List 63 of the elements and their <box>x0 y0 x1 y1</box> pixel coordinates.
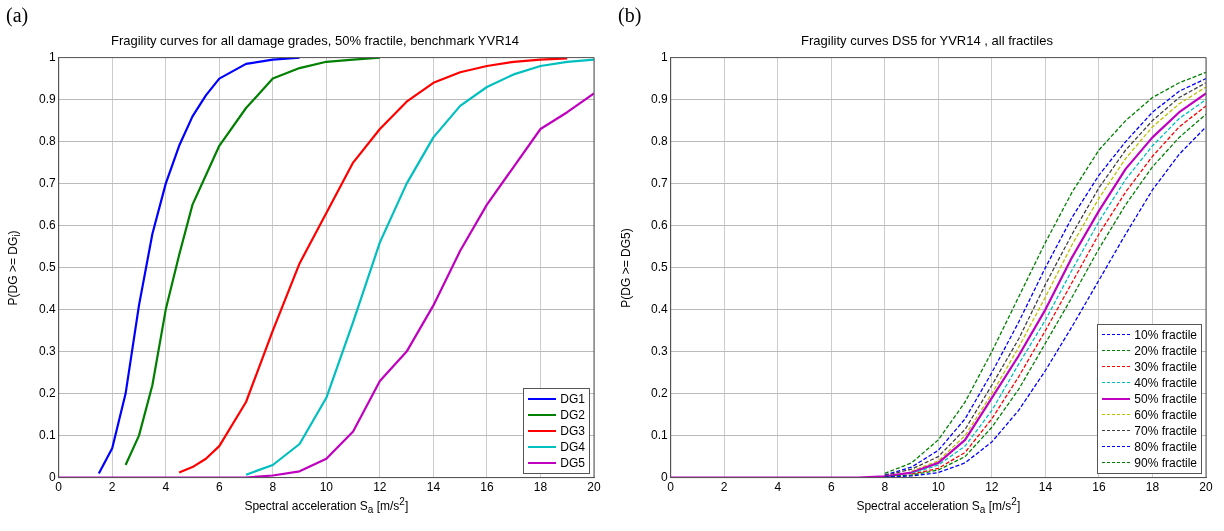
x-tick-label: 10 <box>319 480 334 495</box>
legend-label: 30% fractile <box>1134 359 1197 374</box>
y-tick-label: 0.7 <box>38 175 56 190</box>
y-tick-label: 0 <box>660 469 668 484</box>
legend-label: 80% fractile <box>1134 439 1197 454</box>
x-tick-label: 4 <box>162 480 170 495</box>
x-tick-label: 8 <box>881 480 889 495</box>
y-tick-label: 1 <box>48 49 56 64</box>
y-tick-label: 0.6 <box>650 217 668 232</box>
chart-title: Fragility curves for all damage grades, 50% fractile, benchmark YVR14 <box>110 33 520 49</box>
y-tick-label: 0.1 <box>38 427 56 442</box>
y-tick-label: 0.2 <box>38 385 56 400</box>
x-tick-label: 6 <box>827 480 835 495</box>
x-tick-label: 4 <box>774 480 782 495</box>
legend-label: 10% fractile <box>1134 327 1197 342</box>
legend-label: DG2 <box>560 407 585 422</box>
legend-label: DG4 <box>560 439 585 454</box>
text: (b) <box>618 4 642 26</box>
y-tick-label: 0.8 <box>650 133 668 148</box>
x-tick-label: 16 <box>1092 480 1106 495</box>
y-tick-label: 0.8 <box>38 133 56 148</box>
y-tick-label: 0.3 <box>650 343 668 358</box>
x-axis-title: Spectral acceleration S$_{a}$ [m/s$^{2}$] <box>244 495 409 515</box>
x-tick-label: 14 <box>1038 480 1053 495</box>
y-tick-label: 0.9 <box>38 91 56 106</box>
x-tick-label: 14 <box>426 480 441 495</box>
x-tick-label: 12 <box>985 480 999 495</box>
y-tick-label: 0.5 <box>38 259 56 274</box>
y-tick-label: 0.2 <box>650 385 668 400</box>
legend-label: 90% fractile <box>1134 455 1197 470</box>
legend-label: DG1 <box>560 391 585 406</box>
y-tick-label: 1 <box>660 49 668 64</box>
legend-label: 20% fractile <box>1134 343 1197 358</box>
y-tick-label: 0.7 <box>650 175 668 190</box>
x-tick-label: 18 <box>533 480 548 495</box>
y-tick-label: 0.3 <box>38 343 56 358</box>
x-axis-title: Spectral acceleration S$_{a}$ [m/s$^{2}$] <box>856 495 1021 515</box>
legend-label: 50% fractile <box>1134 391 1197 406</box>
y-axis-title: P(DG >= DG5) <box>619 227 633 308</box>
y-tick-label: 0.6 <box>38 217 56 232</box>
x-tick-label: 18 <box>1145 480 1160 495</box>
y-tick-label: 0.4 <box>650 301 668 316</box>
legend-label: 40% fractile <box>1134 375 1197 390</box>
legend-label: DG3 <box>560 423 585 438</box>
legend-label: 60% fractile <box>1134 407 1197 422</box>
x-tick-label: 12 <box>373 480 387 495</box>
x-tick-label: 6 <box>215 480 223 495</box>
y-tick-label: 0.1 <box>650 427 668 442</box>
y-tick-label: 0 <box>48 469 56 484</box>
y-tick-label: 0.4 <box>38 301 56 316</box>
text: (a) <box>6 4 29 26</box>
x-tick-label: 10 <box>931 480 946 495</box>
x-tick-label: 20 <box>587 480 601 495</box>
y-tick-label: 0.9 <box>650 91 668 106</box>
y-tick-label: 0.5 <box>650 259 668 274</box>
x-tick-label: 8 <box>269 480 277 495</box>
chart-title: Fragility curves DS5 for YVR14 , all fractiles <box>801 33 1054 49</box>
x-tick-label: 16 <box>480 480 494 495</box>
x-tick-label: 2 <box>108 480 116 495</box>
legend-label: DG5 <box>560 455 585 470</box>
x-tick-label: 20 <box>1199 480 1213 495</box>
x-tick-label: 2 <box>720 480 728 495</box>
legend-label: 70% fractile <box>1134 423 1197 438</box>
